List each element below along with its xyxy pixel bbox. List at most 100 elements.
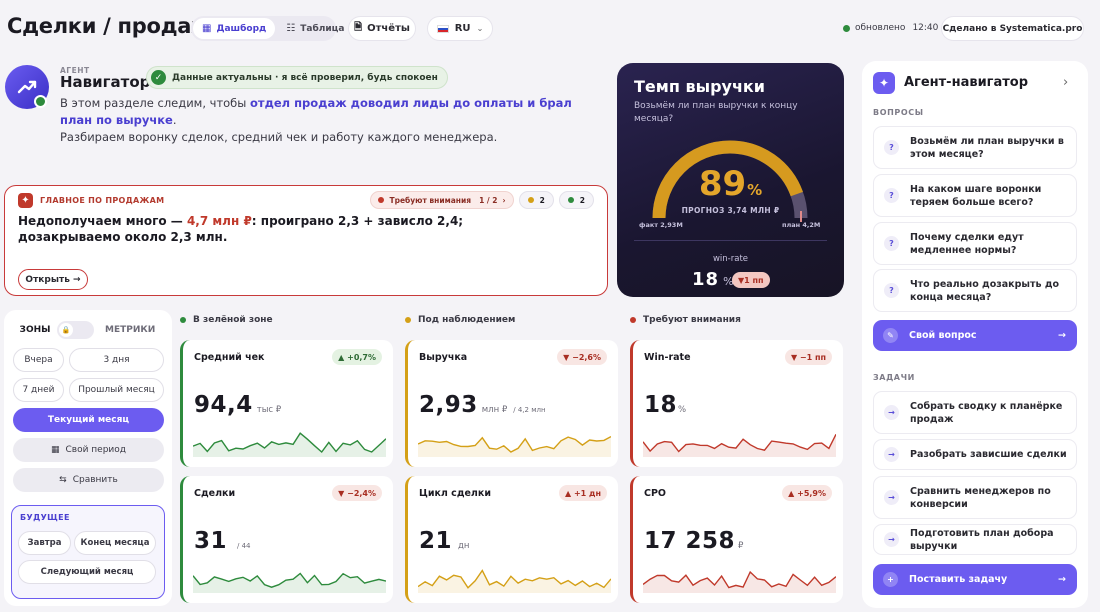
green-dot-icon	[180, 317, 186, 323]
metric-card-winrate[interactable]: Win-rate ▼ −1 пп 18%	[630, 340, 843, 467]
own-question-button[interactable]: ✎ Свой вопрос →	[873, 320, 1077, 351]
language-select[interactable]: RU ⌄	[427, 16, 493, 41]
tab-dashboard[interactable]: ▦ Дашборд	[193, 18, 276, 39]
section-intro: В этом разделе следим, чтобы отдел прода…	[60, 95, 600, 146]
pace-divider	[634, 240, 827, 241]
green-count: 2	[579, 195, 585, 205]
tab-table-label: Таблица	[300, 23, 345, 34]
metric-unit: ₽	[738, 541, 744, 551]
zones-metrics-toggle: ЗОНЫ 🔒 МЕТРИКИ	[13, 319, 164, 340]
chevron-right-icon[interactable]: ›	[1063, 75, 1069, 90]
winrate-label: win-rate	[712, 254, 749, 264]
tasks-title: ЗАДАЧИ	[873, 373, 915, 382]
question-item[interactable]: ? Возьмём ли план выручки в этом месяце?	[873, 126, 1077, 169]
question-item[interactable]: ? Почему сделки едут медленнее нормы?	[873, 222, 1077, 265]
period-3-days[interactable]: 3 дня	[69, 348, 164, 372]
set-task-button[interactable]: + Поставить задачу →	[873, 564, 1077, 595]
section-red: Требуют внимания	[630, 315, 741, 325]
sparkline-area	[643, 434, 836, 457]
question-text: На каком шаге воронки теряем больше всег…	[910, 183, 1042, 208]
section-amber-label: Под наблюдением	[418, 315, 516, 325]
metric-card-cpo[interactable]: CPO ▲ +5,9% 17 258 ₽	[630, 476, 843, 603]
green-filter[interactable]: 2	[558, 191, 594, 209]
open-button[interactable]: Открыть →	[18, 269, 88, 290]
sparkline-area	[418, 436, 611, 457]
task-text: Подготовить план добора выручки	[910, 527, 1054, 552]
alert-text-2: : проиграно 2,3 + зависло 2,4;	[251, 214, 464, 228]
status-dot-icon	[843, 24, 850, 32]
green-dot-icon	[567, 197, 574, 203]
metric-card-revenue[interactable]: Выручка ▼ −2,6% 2,93 млн ₽ / 4,2 млн	[405, 340, 618, 467]
amber-filter[interactable]: 2	[518, 191, 554, 209]
period-yesterday[interactable]: Вчера	[13, 348, 64, 372]
metric-label: CPO	[644, 488, 667, 499]
amber-count: 2	[539, 195, 545, 205]
tab-table[interactable]: ☷ Таблица	[277, 18, 353, 39]
future-next-month[interactable]: Следующий месяц	[18, 560, 156, 584]
reports-button[interactable]: 🗎 Отчёты	[348, 16, 416, 41]
made-in-link[interactable]: Сделано в Systematica.pro	[941, 16, 1084, 41]
sparkline-area	[193, 433, 386, 457]
section-green-label: В зелёной зоне	[193, 315, 273, 325]
page-title: Сделки / продажи	[7, 14, 227, 38]
question-item[interactable]: ? На каком шаге воронки теряем больше все…	[873, 174, 1077, 217]
revenue-pace-panel: Темп выручки Возьмём ли план выручки к к…	[617, 63, 844, 297]
metric-sparkline	[418, 435, 611, 457]
main-sales-alert: ✦ ГЛАВНОЕ ПО ПРОДАЖАМ Требуют внимания 1…	[4, 185, 608, 296]
pace-percent-sign: %	[747, 181, 763, 199]
panel-title: Агент-навигатор	[904, 75, 1029, 90]
period-current-month[interactable]: Текущий месяц	[13, 408, 164, 432]
attention-filter[interactable]: Требуют внимания 1 / 2 ›	[370, 191, 514, 209]
swap-icon: ⇆	[59, 475, 67, 485]
red-dot-icon	[630, 317, 636, 323]
sparkline-line	[643, 570, 836, 589]
metric-delta-badge: ▲ +1 дн	[559, 485, 607, 501]
period-7-days[interactable]: 7 дней	[13, 378, 64, 402]
metric-value: 2,93	[419, 392, 478, 418]
metric-sparkline	[193, 432, 386, 457]
attention-label: Требуют внимания	[389, 195, 472, 205]
task-item[interactable]: → Разобрать зависшие сделки	[873, 439, 1077, 470]
task-item[interactable]: → Сравнить менеджеров по конверсии	[873, 476, 1077, 519]
metric-label: Выручка	[419, 352, 468, 363]
metric-value-block: 31 / 44	[194, 528, 251, 554]
question-icon: ?	[884, 188, 899, 203]
metric-unit: %	[678, 405, 687, 415]
arrow-right-icon: →	[884, 490, 899, 505]
metric-delta-badge: ▲ +5,9%	[782, 485, 832, 501]
task-item[interactable]: → Собрать сводку к планёрке продаж	[873, 391, 1077, 434]
task-item[interactable]: → Подготовить план добора выручки	[873, 524, 1077, 555]
winrate-unit: %	[723, 275, 734, 288]
pace-forecast: ПРОГНОЗ 3,74 МЛН ₽	[681, 206, 780, 215]
toggle-switch[interactable]: 🔒	[57, 320, 94, 339]
language-label: RU	[454, 23, 471, 34]
metric-value: 31	[194, 528, 228, 554]
metric-delta-badge: ▼ −1 пп	[784, 349, 832, 365]
question-item[interactable]: ? Что реально дозакрыть до конца месяца?	[873, 269, 1077, 312]
arrow-right-icon: →	[884, 532, 899, 547]
tab-metrics[interactable]: МЕТРИКИ	[105, 324, 156, 335]
future-month-end[interactable]: Конец месяца	[74, 531, 156, 555]
pace-fact: факт 2,93М	[639, 221, 683, 229]
metric-card-deals[interactable]: Сделки ▼ −2,4% 31 / 44	[180, 476, 393, 603]
metric-card-avg-check[interactable]: Средний чек ▲ +0,7% 94,4 тыс ₽	[180, 340, 393, 467]
compare-button[interactable]: ⇆ Сравнить	[13, 468, 164, 492]
chevron-right-icon: ›	[502, 195, 506, 205]
tab-zones[interactable]: ЗОНЫ	[19, 324, 51, 335]
period-last-month[interactable]: Прошлый месяц	[69, 378, 164, 402]
compare-label: Сравнить	[72, 475, 118, 485]
metric-value-block: 94,4 тыс ₽	[194, 392, 281, 418]
metric-sparkline	[418, 569, 611, 593]
period-custom[interactable]: ▦ Свой период	[13, 438, 164, 462]
question-text: Почему сделки едут медленнее нормы?	[910, 231, 1024, 256]
section-amber: Под наблюдением	[405, 315, 515, 325]
metric-sub: / 4,2 млн	[513, 406, 546, 414]
sparkle-icon: ✦	[18, 193, 33, 208]
edit-icon: ✎	[883, 328, 898, 343]
pace-plan: план 4,2М	[782, 221, 821, 229]
arrow-right-icon: →	[884, 447, 899, 462]
own-question-label: Свой вопрос	[909, 330, 977, 341]
future-tomorrow[interactable]: Завтра	[18, 531, 71, 555]
metric-card-cycle[interactable]: Цикл сделки ▲ +1 дн 21 дн	[405, 476, 618, 603]
section-red-label: Требуют внимания	[643, 315, 741, 325]
